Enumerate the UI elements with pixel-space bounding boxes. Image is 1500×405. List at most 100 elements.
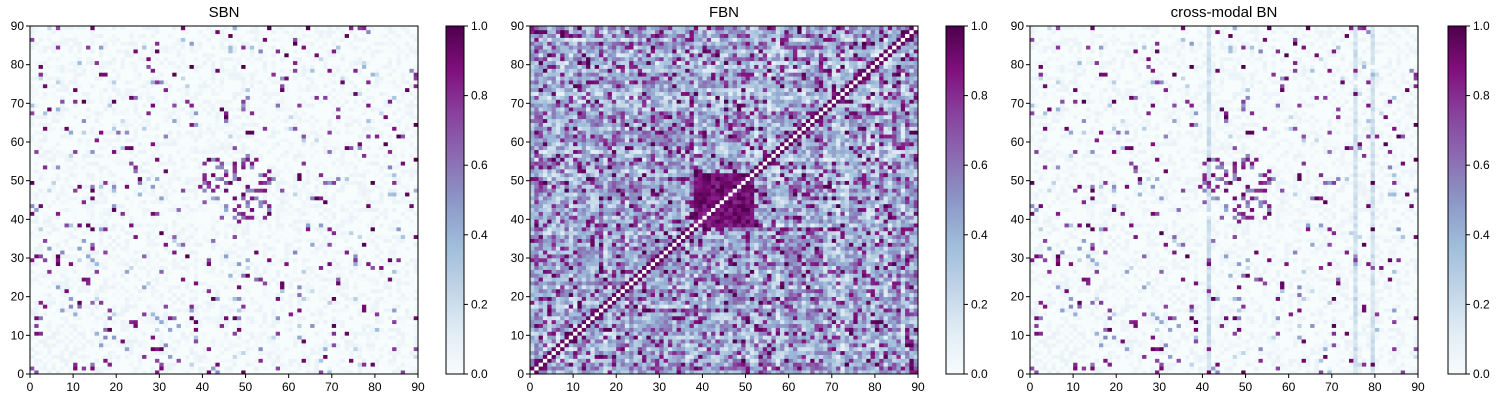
heatmap-cell <box>344 219 350 224</box>
heatmap-cell <box>318 196 324 201</box>
heatmap-cell <box>245 350 251 355</box>
heatmap-cell <box>129 296 134 301</box>
heatmap-cell <box>262 316 268 321</box>
heatmap-cell <box>301 200 307 205</box>
heatmap-cell <box>38 319 44 325</box>
heatmap-cell <box>245 288 251 294</box>
heatmap-cell <box>55 335 61 340</box>
heatmap-cell <box>81 339 87 344</box>
heatmap-cell <box>163 269 169 274</box>
heatmap-cell <box>370 238 376 243</box>
heatmap-cell <box>288 250 294 255</box>
heatmap-cell <box>206 254 212 259</box>
heatmap-cell <box>86 308 91 313</box>
heatmap-cell <box>254 366 259 371</box>
heatmap-cell <box>193 261 199 267</box>
heatmap-cell <box>374 254 380 259</box>
heatmap-cell <box>198 207 203 212</box>
heatmap-cell <box>185 319 190 325</box>
heatmap-cell <box>314 250 320 255</box>
heatmap-cell <box>180 211 186 216</box>
heatmap-cell <box>323 188 328 193</box>
heatmap-cell <box>34 323 39 328</box>
heatmap-cell <box>228 327 233 332</box>
heatmap-cell <box>280 343 285 348</box>
heatmap-cell <box>68 200 74 205</box>
heatmap-cell <box>81 304 87 309</box>
heatmap-cell <box>98 285 104 290</box>
heatmap-cell <box>379 223 384 228</box>
heatmap-cell <box>288 292 294 297</box>
heatmap-cell <box>267 300 272 305</box>
heatmap-cell <box>327 219 333 224</box>
heatmap-cell <box>116 350 121 355</box>
heatmap-cell <box>284 161 289 166</box>
heatmap-cell <box>236 339 242 344</box>
heatmap-cell <box>155 157 160 162</box>
heatmap-cell <box>189 215 195 220</box>
heatmap-cell <box>353 327 358 332</box>
heatmap-cell <box>64 254 70 259</box>
heatmap-cell <box>232 234 238 239</box>
heatmap-cell <box>30 277 35 282</box>
heatmap-cell <box>331 366 337 371</box>
heatmap-cell <box>387 242 393 247</box>
heatmap-cell <box>202 331 208 336</box>
heatmap-cell <box>155 281 160 286</box>
heatmap-cell <box>129 246 134 251</box>
heatmap-cell <box>292 292 298 297</box>
heatmap-cell <box>163 370 169 375</box>
heatmap-cell <box>185 346 190 352</box>
heatmap-cell <box>258 304 264 309</box>
heatmap-cell <box>349 261 354 267</box>
heatmap-cell <box>310 292 315 297</box>
heatmap-cell <box>349 288 354 294</box>
heatmap-cell <box>51 308 57 313</box>
heatmap-cell <box>124 288 130 294</box>
heatmap-cell <box>301 358 307 363</box>
heatmap-cell <box>64 165 70 170</box>
heatmap-cell <box>185 343 190 348</box>
heatmap-cell <box>292 346 298 352</box>
heatmap-cell <box>310 323 315 328</box>
heatmap-cell <box>193 169 199 174</box>
heatmap-cell <box>275 343 281 348</box>
heatmap-cell <box>42 277 48 282</box>
heatmap-cell <box>405 246 410 251</box>
heatmap-cell <box>211 358 216 363</box>
heatmap-cell <box>409 304 414 309</box>
heatmap-cell <box>133 316 139 321</box>
heatmap-cell <box>245 234 251 239</box>
heatmap-cell <box>159 339 164 344</box>
heatmap-cell <box>258 346 264 352</box>
heatmap-cell <box>275 261 281 267</box>
heatmap-cell <box>254 261 259 267</box>
heatmap-cell <box>349 312 354 317</box>
heatmap-cell <box>236 254 242 259</box>
heatmap-cell <box>211 304 216 309</box>
heatmap-cell <box>361 176 367 181</box>
heatmap-cell <box>142 227 147 232</box>
heatmap-cell <box>288 188 294 193</box>
heatmap-cell <box>292 219 298 224</box>
heatmap-cell <box>370 200 376 205</box>
heatmap-cell <box>180 316 186 321</box>
heatmap-cell <box>180 370 186 375</box>
heatmap-cell <box>211 169 216 174</box>
heatmap-cell <box>292 350 298 355</box>
heatmap-cell <box>198 350 203 355</box>
heatmap-cell <box>288 238 294 243</box>
heatmap-cell <box>60 308 65 313</box>
heatmap-cell <box>262 339 268 344</box>
heatmap-cell <box>366 215 371 220</box>
heatmap-cell <box>42 223 48 228</box>
heatmap-cell <box>193 366 199 371</box>
heatmap-cell <box>301 184 307 189</box>
heatmap-cell <box>245 207 251 212</box>
heatmap-cell <box>400 242 406 247</box>
heatmap-cell <box>94 246 100 251</box>
heatmap-cell <box>133 362 139 367</box>
heatmap-cell <box>357 362 363 367</box>
heatmap-cell <box>236 273 242 278</box>
heatmap-cell <box>331 234 337 239</box>
